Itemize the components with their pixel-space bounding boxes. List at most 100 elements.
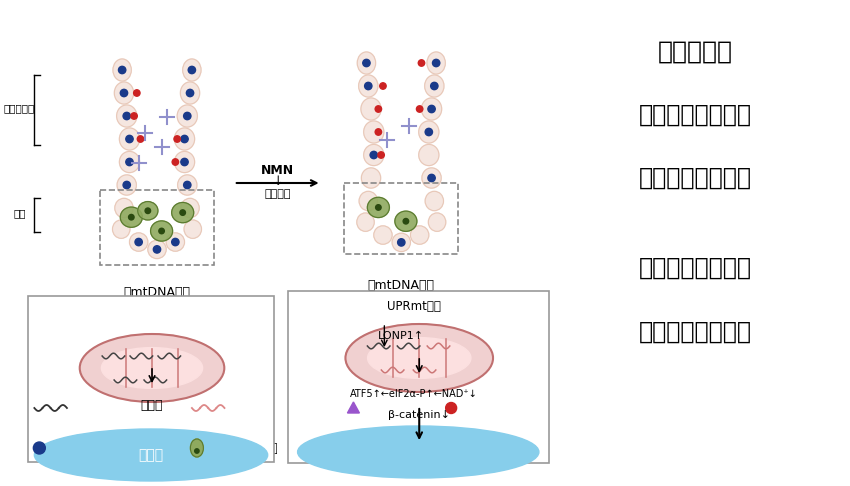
Text: 线粒体断肠: 线粒体断肠 [658, 40, 733, 64]
Circle shape [181, 135, 188, 143]
Circle shape [378, 152, 384, 158]
Circle shape [133, 90, 140, 96]
Ellipse shape [180, 82, 200, 104]
Circle shape [173, 159, 178, 165]
Circle shape [188, 66, 196, 74]
Circle shape [128, 214, 134, 220]
Ellipse shape [357, 52, 376, 74]
Circle shape [135, 238, 142, 246]
Ellipse shape [425, 75, 444, 97]
Ellipse shape [167, 233, 184, 251]
Circle shape [145, 208, 150, 213]
Ellipse shape [411, 226, 428, 244]
Ellipse shape [174, 152, 195, 173]
Ellipse shape [364, 144, 384, 166]
Text: CD1: CD1 [463, 401, 488, 415]
Circle shape [376, 205, 381, 210]
Text: 高mtDNA突变: 高mtDNA突变 [368, 278, 435, 292]
Ellipse shape [419, 144, 439, 166]
Ellipse shape [119, 152, 139, 173]
Ellipse shape [177, 105, 197, 127]
Circle shape [380, 83, 386, 89]
Ellipse shape [367, 197, 389, 218]
Circle shape [445, 402, 456, 414]
Ellipse shape [115, 82, 133, 104]
Ellipse shape [174, 128, 195, 150]
FancyBboxPatch shape [287, 291, 549, 463]
Circle shape [398, 239, 405, 246]
Circle shape [159, 228, 164, 234]
Text: 低mtDNA突变: 低mtDNA突变 [123, 285, 190, 298]
Ellipse shape [115, 198, 133, 218]
Circle shape [370, 151, 377, 159]
Text: 底部: 底部 [13, 208, 26, 218]
Ellipse shape [116, 105, 137, 127]
Ellipse shape [183, 59, 201, 81]
Ellipse shape [374, 226, 392, 244]
Circle shape [172, 238, 179, 246]
Text: β-catenin↓: β-catenin↓ [388, 410, 450, 420]
Circle shape [131, 113, 138, 119]
Ellipse shape [425, 191, 444, 210]
Circle shape [433, 59, 439, 67]
Ellipse shape [117, 175, 136, 195]
Circle shape [126, 158, 133, 166]
Ellipse shape [80, 334, 224, 402]
Circle shape [174, 136, 180, 142]
Ellipse shape [367, 338, 471, 379]
Circle shape [186, 89, 194, 97]
Text: 线粒体: 线粒体 [141, 399, 163, 412]
Ellipse shape [121, 207, 142, 227]
Circle shape [375, 106, 382, 112]
Circle shape [195, 449, 199, 453]
Text: Wnt配体: Wnt配体 [372, 441, 411, 454]
Ellipse shape [359, 75, 378, 97]
Ellipse shape [428, 213, 445, 231]
Ellipse shape [422, 168, 441, 188]
Text: 野生mtDNA: 野生mtDNA [56, 401, 112, 415]
Ellipse shape [148, 240, 167, 259]
Ellipse shape [422, 98, 442, 120]
Circle shape [123, 181, 130, 189]
Circle shape [153, 246, 161, 253]
Circle shape [418, 60, 425, 66]
Ellipse shape [190, 439, 203, 457]
Text: 转运扩增区: 转运扩增区 [3, 103, 35, 113]
Text: β-catenin: β-catenin [366, 401, 422, 415]
Ellipse shape [427, 52, 445, 74]
Circle shape [33, 442, 45, 454]
Circle shape [118, 66, 126, 74]
Circle shape [123, 112, 130, 120]
Text: 华发鬓生却斜阳。: 华发鬓生却斜阳。 [639, 166, 752, 190]
Circle shape [428, 174, 435, 182]
Circle shape [425, 128, 433, 136]
Ellipse shape [172, 203, 194, 223]
Text: LONP1↑: LONP1↑ [378, 331, 424, 341]
Ellipse shape [357, 213, 374, 231]
Circle shape [180, 210, 185, 215]
Circle shape [184, 112, 191, 120]
Text: 红影瘦尽晚春光，: 红影瘦尽晚春光， [639, 103, 752, 127]
Text: NMN: NMN [261, 163, 294, 176]
Text: 一线一粒断人肠。: 一线一粒断人肠。 [639, 320, 752, 344]
Text: 突变mtDNA: 突变mtDNA [214, 401, 270, 415]
Circle shape [365, 82, 372, 90]
FancyBboxPatch shape [28, 296, 274, 462]
Ellipse shape [364, 121, 384, 143]
Text: UPRmt激活: UPRmt激活 [388, 299, 441, 312]
Ellipse shape [298, 426, 539, 478]
Circle shape [184, 181, 191, 189]
Text: 细胞核: 细胞核 [139, 448, 163, 462]
Ellipse shape [129, 233, 148, 251]
Ellipse shape [345, 324, 493, 392]
Ellipse shape [101, 347, 202, 388]
Circle shape [428, 105, 435, 113]
Circle shape [126, 135, 133, 143]
Circle shape [363, 59, 370, 67]
Ellipse shape [34, 429, 268, 481]
Polygon shape [348, 402, 360, 413]
Ellipse shape [119, 128, 139, 150]
Ellipse shape [392, 233, 411, 252]
Circle shape [403, 219, 409, 224]
Ellipse shape [138, 202, 158, 220]
